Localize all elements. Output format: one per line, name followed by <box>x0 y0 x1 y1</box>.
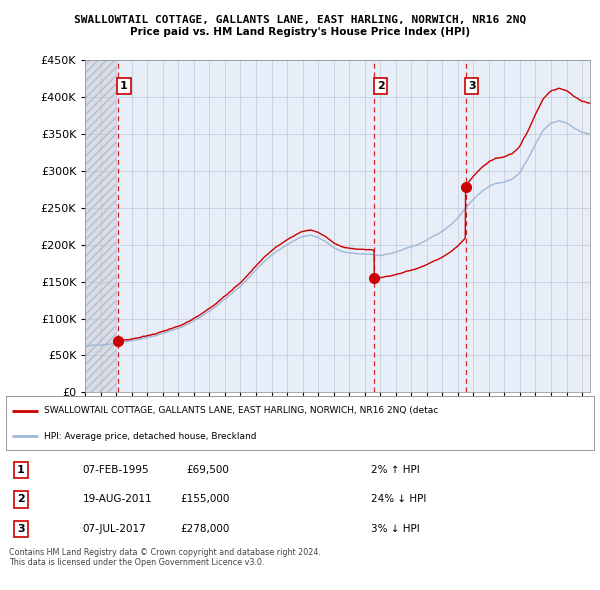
Text: 2: 2 <box>377 81 385 91</box>
Text: 24% ↓ HPI: 24% ↓ HPI <box>371 494 426 504</box>
Text: 2: 2 <box>17 494 25 504</box>
Text: SWALLOWTAIL COTTAGE, GALLANTS LANE, EAST HARLING, NORWICH, NR16 2NQ: SWALLOWTAIL COTTAGE, GALLANTS LANE, EAST… <box>74 15 526 25</box>
Text: 07-FEB-1995: 07-FEB-1995 <box>82 465 149 475</box>
Text: HPI: Average price, detached house, Breckland: HPI: Average price, detached house, Brec… <box>44 432 257 441</box>
Text: £69,500: £69,500 <box>187 465 229 475</box>
Text: Contains HM Land Registry data © Crown copyright and database right 2024.
This d: Contains HM Land Registry data © Crown c… <box>9 548 321 567</box>
Text: £278,000: £278,000 <box>180 524 229 534</box>
Text: 1: 1 <box>120 81 128 91</box>
Text: 07-JUL-2017: 07-JUL-2017 <box>82 524 146 534</box>
Text: 19-AUG-2011: 19-AUG-2011 <box>82 494 152 504</box>
Text: 1: 1 <box>17 465 25 475</box>
Text: £155,000: £155,000 <box>180 494 229 504</box>
Bar <box>85 60 116 392</box>
Text: 2% ↑ HPI: 2% ↑ HPI <box>371 465 419 475</box>
Text: Price paid vs. HM Land Registry's House Price Index (HPI): Price paid vs. HM Land Registry's House … <box>130 27 470 37</box>
Bar <box>85 60 116 392</box>
Text: 3% ↓ HPI: 3% ↓ HPI <box>371 524 419 534</box>
Text: SWALLOWTAIL COTTAGE, GALLANTS LANE, EAST HARLING, NORWICH, NR16 2NQ (detac: SWALLOWTAIL COTTAGE, GALLANTS LANE, EAST… <box>44 407 439 415</box>
Text: 3: 3 <box>468 81 476 91</box>
Text: 3: 3 <box>17 524 25 534</box>
